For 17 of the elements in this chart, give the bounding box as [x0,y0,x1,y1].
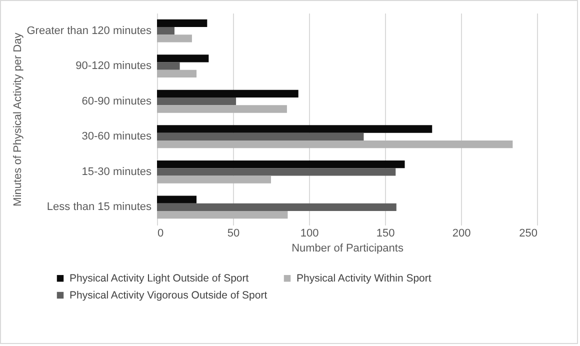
legend-label: Physical Activity Within Sport [296,272,432,284]
legend-label: Physical Activity Vigorous Outside of Sport [70,289,268,302]
y-tick-label: Less than 15 minutes [46,201,152,214]
x-tick-label: 150 [376,228,395,240]
x-tick-label: 250 [519,228,538,240]
y-tick-label: Greater than 120 minutes [26,24,152,37]
legend-label: Physical Activity Light Outside of Sport [70,272,249,284]
y-tick-label: 90-120 minutes [76,60,152,72]
y-tick-label: 30-60 minutes [82,130,152,143]
x-tick-label: 200 [452,228,471,240]
y-axis-title: Minutes of Physical Activity per Day [12,32,24,206]
y-tick-label: 60-90 minutes [82,95,152,108]
x-tick-label: 0 [158,228,164,240]
x-tick-label: 100 [300,228,319,240]
y-tick-label: 15-30 minutes [82,166,152,178]
x-axis-title: Number of Participants [292,242,404,254]
x-tick-label: 50 [227,228,240,240]
